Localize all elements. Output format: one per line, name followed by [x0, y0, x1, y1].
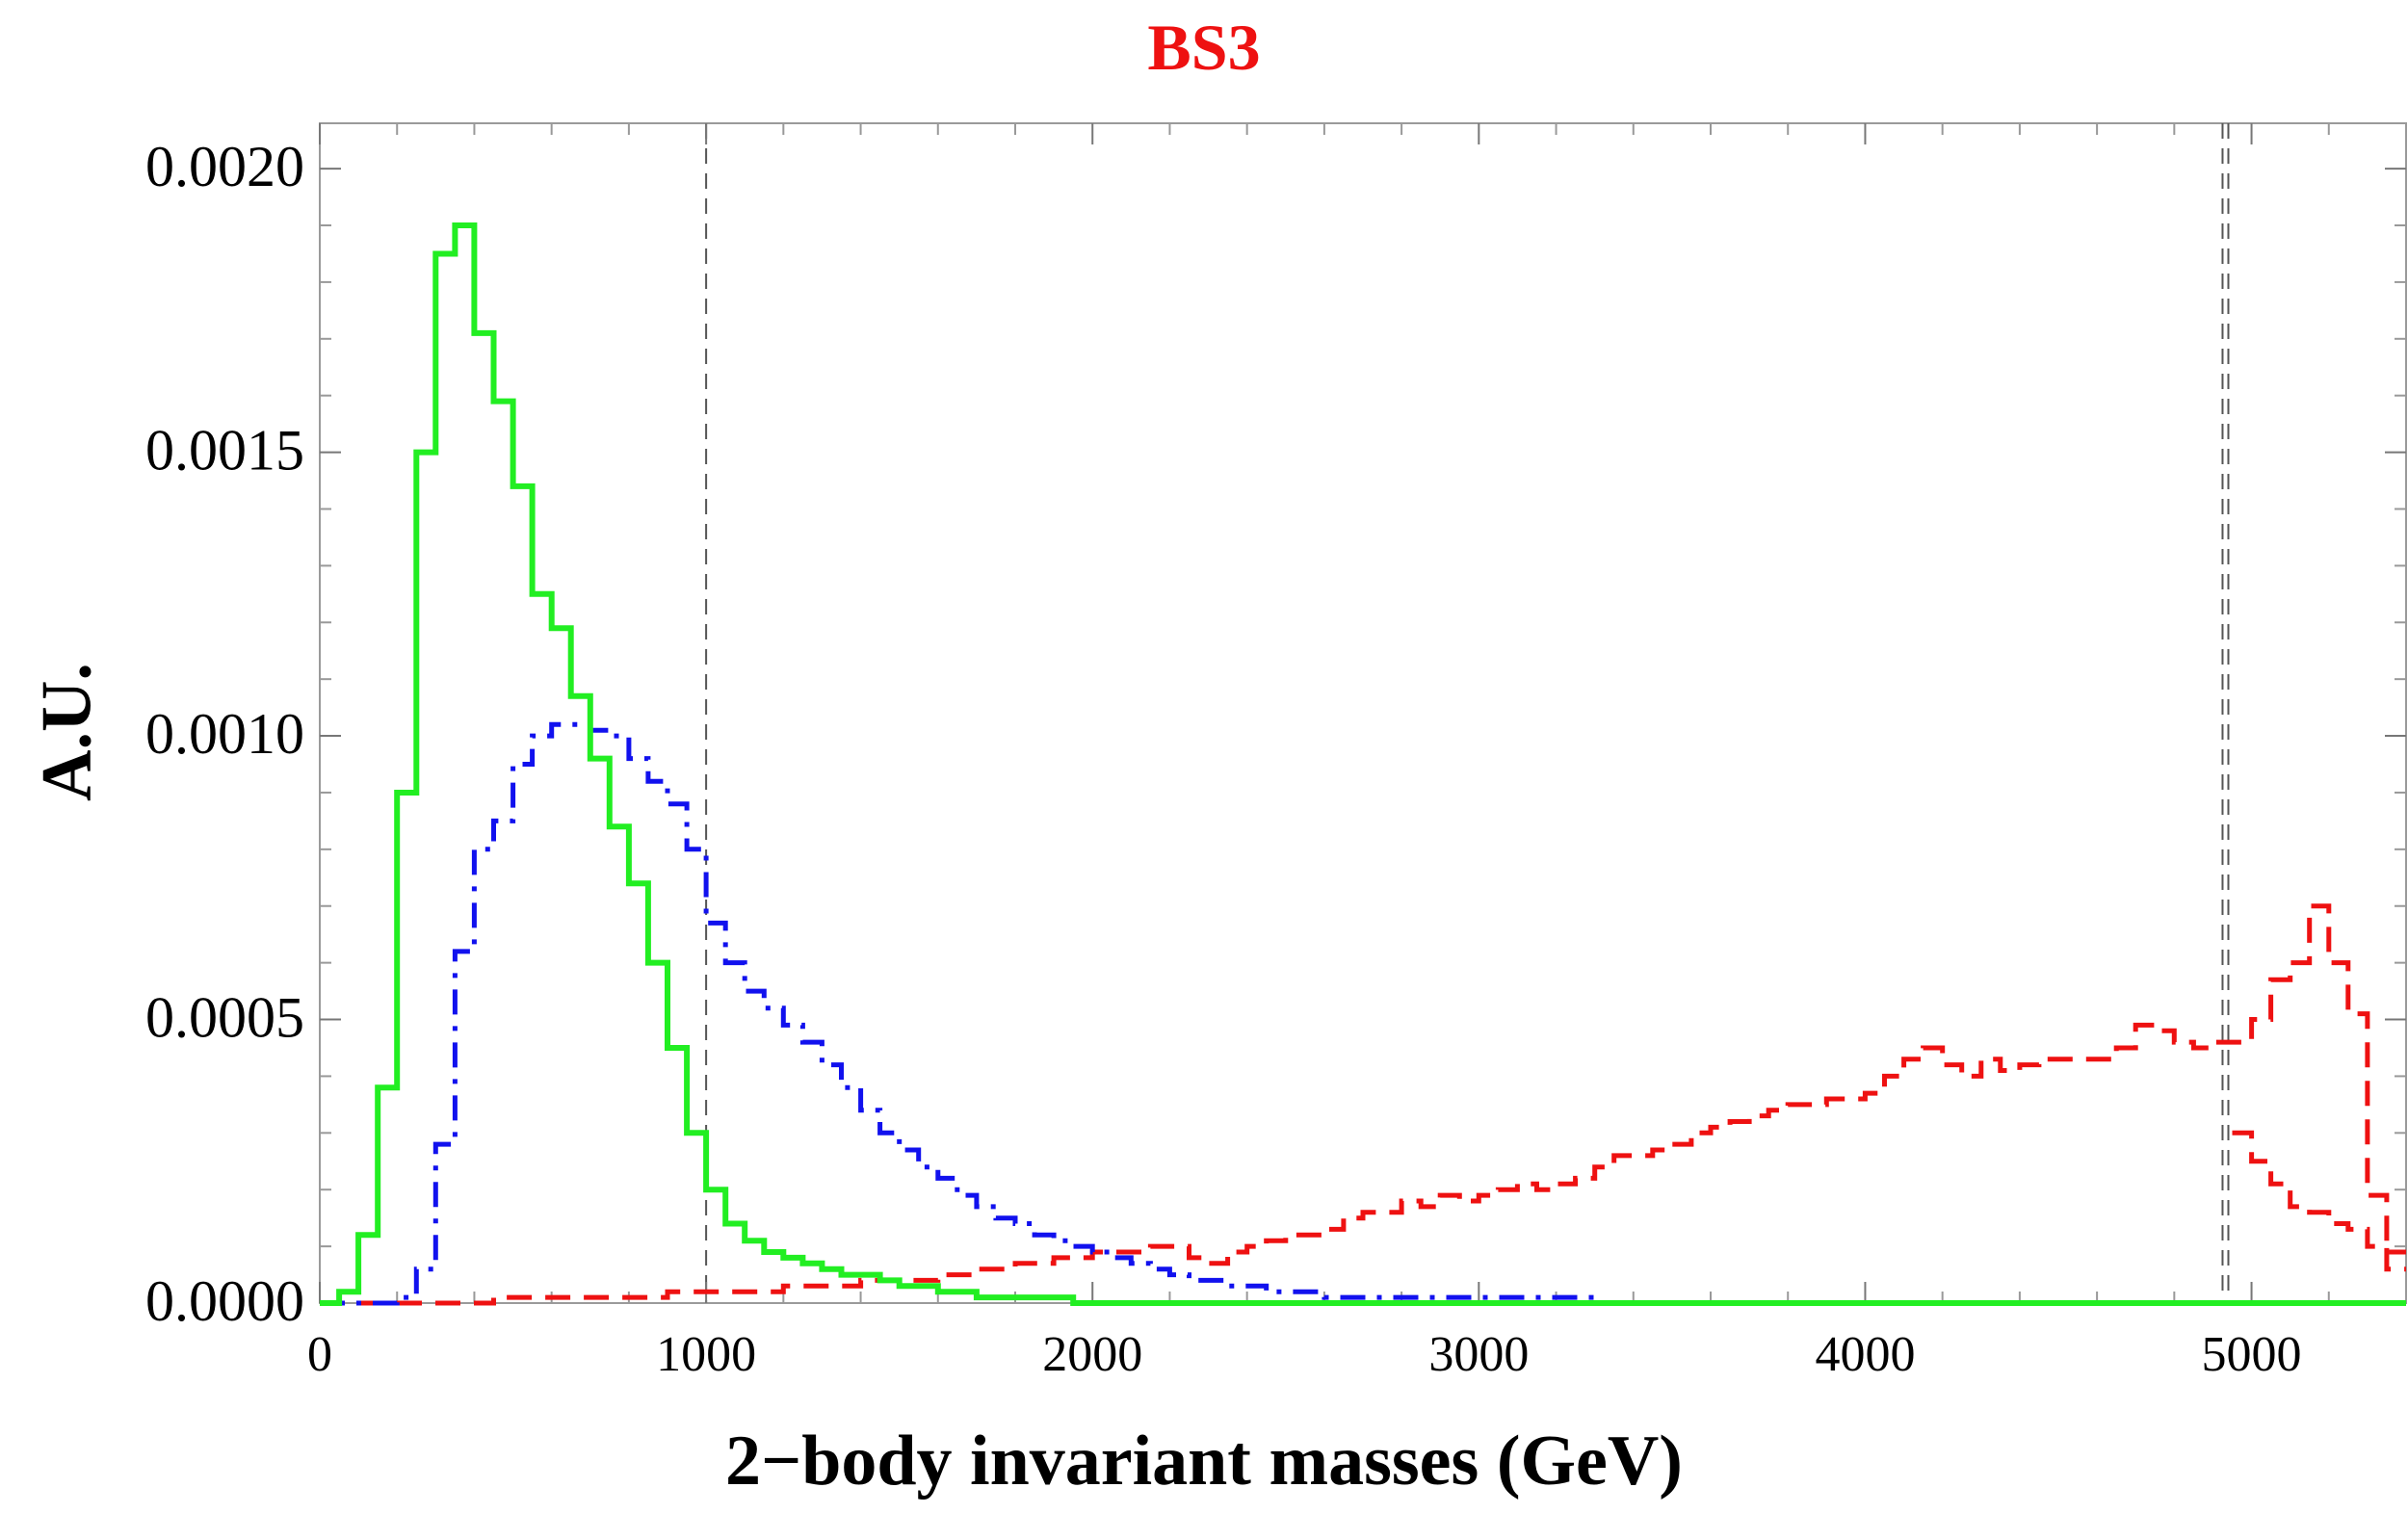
x-tick-label: 0 — [307, 1327, 332, 1382]
y-tick-label: 0.0000 — [145, 1269, 304, 1333]
x-tick-label: 1000 — [656, 1327, 756, 1382]
chart-title: BS3 — [1147, 11, 1261, 84]
y-tick-label: 0.0005 — [145, 986, 304, 1050]
y-tick-label: 0.0015 — [145, 419, 304, 483]
y-tick-label: 0.0020 — [145, 135, 304, 198]
x-tick-label: 3000 — [1428, 1327, 1529, 1382]
series-red — [320, 903, 2406, 1306]
x-tick-label: 5000 — [2202, 1327, 2302, 1382]
y-axis-label: A.U. — [27, 663, 107, 801]
series-red-tail — [2232, 1130, 2406, 1272]
x-tick-label: 4000 — [1815, 1327, 1915, 1382]
x-tick-label: 2000 — [1042, 1327, 1142, 1382]
series-green — [320, 222, 2406, 1306]
plot-frame — [319, 122, 2407, 1304]
x-axis-label: 2−body invariant masses (GeV) — [725, 1422, 1683, 1501]
y-tick-label: 0.0010 — [145, 702, 304, 766]
